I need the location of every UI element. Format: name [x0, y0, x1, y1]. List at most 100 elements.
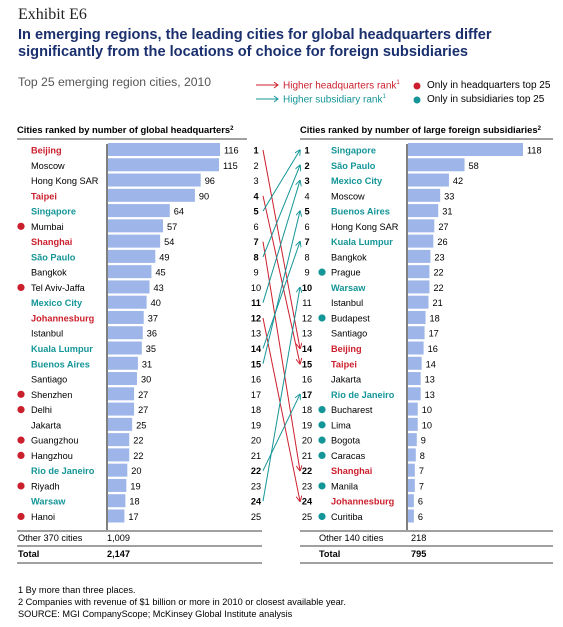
- city-label: Buenos Aires: [31, 359, 90, 369]
- rank-label: 7: [253, 237, 258, 247]
- city-label: Warsaw: [31, 497, 66, 507]
- table-row: Prague 22 9: [304, 265, 444, 279]
- marker-dot-icon: [318, 268, 326, 276]
- footnotes: 1 By more than three places. 2 Companies…: [18, 584, 346, 620]
- rank-label: 18: [251, 405, 261, 415]
- table-row: Santiago 17 13: [302, 326, 439, 340]
- bar: [408, 433, 417, 447]
- bar: [108, 448, 130, 462]
- bar-value-label: 9: [421, 436, 426, 446]
- bar-value-label: 21: [432, 298, 442, 308]
- table-row: Kuala Lumpur 26 7: [304, 234, 448, 248]
- bar: [408, 204, 439, 218]
- table-row: Tel Aviv-Jaffa 43 10: [17, 280, 261, 294]
- bar-value-label: 27: [138, 405, 148, 415]
- bar-value-label: 17: [128, 512, 138, 522]
- city-label: Kuala Lumpur: [31, 344, 93, 354]
- bar: [408, 310, 426, 324]
- bar-value-label: 37: [148, 313, 158, 323]
- legend-higher-hq: Higher headquarters rank1: [283, 80, 400, 92]
- bar: [408, 143, 523, 156]
- bar: [408, 326, 425, 340]
- city-label: Shanghai: [331, 466, 372, 476]
- rank-label: 20: [302, 436, 312, 446]
- table-row: Delhi 27 18: [17, 402, 261, 416]
- city-label: Moscow: [331, 191, 365, 201]
- other-cities-label: Other 140 cities: [319, 533, 384, 543]
- rank-label: 2: [304, 161, 309, 171]
- rank-label: 25: [251, 512, 261, 522]
- city-label: Shanghai: [31, 237, 72, 247]
- bar-value-label: 14: [426, 359, 436, 369]
- city-label: Caracas: [331, 451, 366, 461]
- bar: [108, 249, 156, 263]
- city-label: Jakarta: [331, 375, 362, 385]
- table-row: Johannesburg 6 24: [302, 494, 423, 508]
- table-row: Buenos Aires 31 15: [31, 356, 261, 370]
- total-label: Total: [319, 549, 340, 559]
- rank-label: 2: [253, 161, 258, 171]
- rank-label: 8: [304, 252, 309, 262]
- rank-label: 12: [251, 313, 261, 323]
- bar-value-label: 116: [224, 146, 239, 156]
- rank-label: 23: [302, 481, 312, 491]
- rank-connector-arrow: [262, 165, 300, 258]
- rank-label: 21: [251, 451, 261, 461]
- bar-value-label: 10: [422, 405, 432, 415]
- rank-label: 13: [251, 329, 261, 339]
- table-row: Singapore 118 1: [304, 143, 542, 156]
- bar-value-label: 7: [419, 481, 424, 491]
- bar: [408, 265, 430, 279]
- rank-label: 20: [251, 436, 261, 446]
- legend-red-dot-icon: [413, 82, 421, 90]
- table-row: Bangkok 45 9: [31, 265, 259, 279]
- bar: [108, 143, 220, 156]
- chart-title: In emerging regions, the leading cities …: [18, 27, 492, 60]
- bar: [408, 478, 415, 492]
- bar: [108, 494, 126, 508]
- bar-value-label: 31: [442, 207, 452, 217]
- bar-value-label: 40: [151, 298, 161, 308]
- rank-label: 5: [253, 207, 258, 217]
- rank-connector-arrow: [262, 195, 300, 364]
- bar: [108, 158, 220, 172]
- city-label: Hong Kong SAR: [331, 222, 399, 232]
- bar: [108, 387, 135, 401]
- table-row: Warsaw 22 10: [302, 280, 444, 294]
- rank-label: 17: [302, 390, 312, 400]
- footnote-1: 1 By more than three places.: [18, 585, 136, 595]
- bar-value-label: 18: [129, 497, 139, 507]
- bar: [108, 417, 133, 431]
- bar-value-label: 42: [453, 176, 463, 186]
- city-label: Johannesburg: [31, 313, 94, 323]
- city-label: Manila: [331, 481, 359, 491]
- bar: [408, 173, 449, 187]
- city-label: Istanbul: [331, 298, 363, 308]
- rank-label: 16: [251, 375, 261, 385]
- bar-value-label: 23: [434, 252, 444, 262]
- bar-value-label: 22: [133, 436, 143, 446]
- bar-value-label: 26: [437, 237, 447, 247]
- marker-dot-icon: [318, 314, 326, 322]
- marker-dot-icon: [17, 482, 25, 490]
- city-label: Johannesburg: [331, 497, 394, 507]
- bar: [108, 326, 143, 340]
- footnote-2: 2 Companies with revenue of $1 billion o…: [18, 597, 346, 607]
- table-row: Bogota 9 20: [302, 433, 426, 447]
- bar: [408, 402, 418, 416]
- panel-title: Cities ranked by number of global headqu…: [17, 124, 234, 135]
- table-row: Istanbul 36 13: [31, 326, 261, 340]
- table-row: Beijing 116 1: [31, 143, 259, 156]
- legend-only-hq: Only in headquarters top 25: [427, 80, 551, 91]
- city-label: Warsaw: [331, 283, 366, 293]
- bar: [408, 234, 434, 248]
- rank-connector-arrow: [262, 150, 300, 212]
- bar: [108, 219, 164, 233]
- bar-value-label: 22: [433, 268, 443, 278]
- city-label: Taipei: [331, 359, 357, 369]
- table-row: São Paulo 49 8: [31, 249, 259, 263]
- table-row: Buenos Aires 31 5: [304, 204, 452, 218]
- rank-label: 3: [253, 176, 258, 186]
- rank-label: 4: [304, 191, 309, 201]
